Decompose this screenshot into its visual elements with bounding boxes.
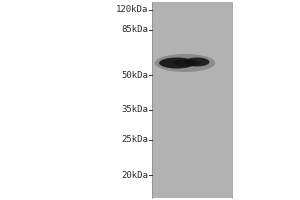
Text: 120kDa: 120kDa [116, 5, 148, 15]
Bar [152, 2, 232, 198]
Ellipse shape [184, 58, 209, 66]
Ellipse shape [155, 54, 215, 72]
Text: 35kDa: 35kDa [121, 106, 148, 114]
Text: 20kDa: 20kDa [121, 170, 148, 180]
Ellipse shape [173, 60, 201, 66]
Text: 25kDa: 25kDa [121, 136, 148, 144]
Ellipse shape [159, 58, 195, 68]
Text: 50kDa: 50kDa [121, 71, 148, 79]
Text: 85kDa: 85kDa [121, 25, 148, 34]
